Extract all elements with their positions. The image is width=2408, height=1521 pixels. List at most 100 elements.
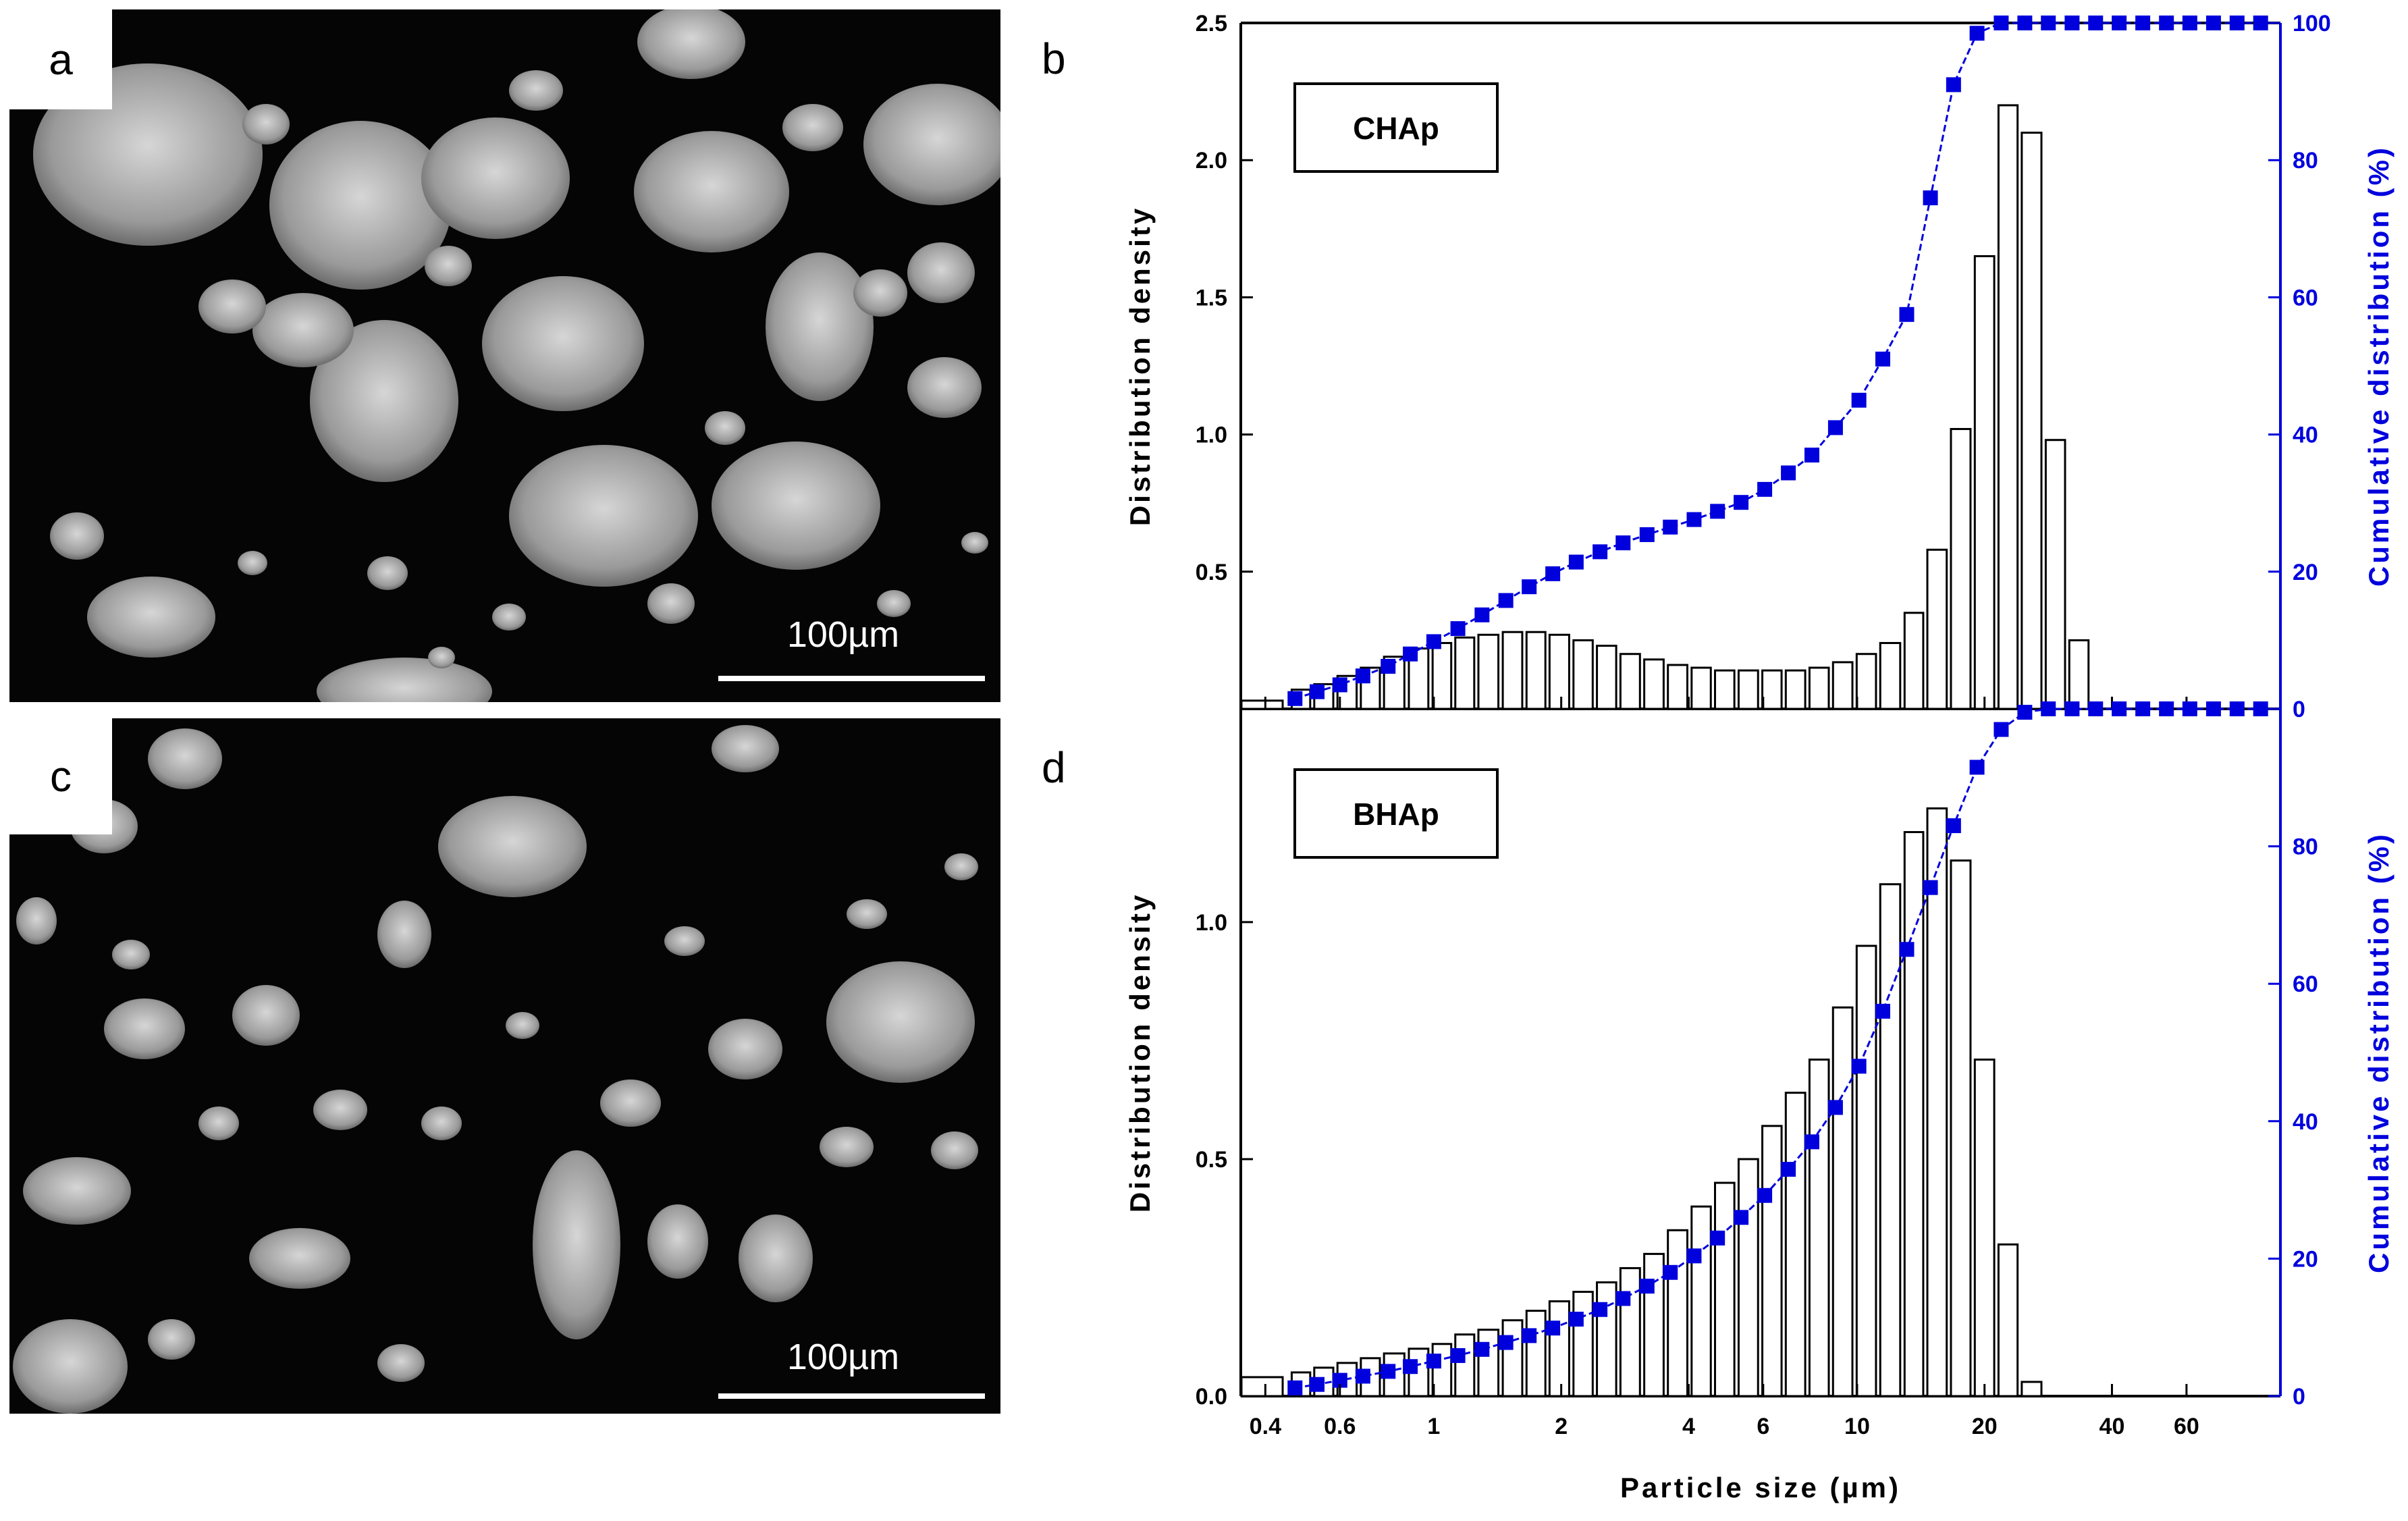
y-right-tick-label: 0: [2293, 1384, 2305, 1410]
cumulative-marker: [2182, 16, 2197, 30]
y-tick-label: 0.0: [1196, 1384, 1227, 1410]
scale-bar-a: [718, 676, 985, 681]
density-bar: [1667, 664, 1688, 710]
density-bar: [1667, 1229, 1688, 1397]
cumulative-marker: [1450, 621, 1466, 637]
density-bar: [2044, 439, 2066, 710]
cumulative-marker: [1568, 554, 1584, 570]
density-bar: [1761, 669, 1783, 710]
density-bar: [2021, 1381, 2043, 1397]
x-tick-label: 40: [2099, 1414, 2125, 1439]
y-tick-label: 2.5: [1196, 11, 1227, 36]
cumulative-marker: [2112, 16, 2127, 30]
cumulative-marker: [1426, 1354, 1441, 1369]
cumulative-marker: [1946, 77, 1961, 92]
cumulative-marker: [2229, 701, 2245, 716]
cumulative-marker: [1710, 1230, 1725, 1246]
y-axis-label: Distribution density: [1124, 892, 1156, 1212]
cumulative-marker: [1994, 16, 2009, 30]
cumulative-marker: [1474, 607, 1490, 622]
cumulative-marker: [1734, 495, 1749, 510]
cumulative-marker: [2064, 701, 2080, 716]
y-tick-label: 0.5: [1196, 1147, 1227, 1173]
chart-b: 0.5 1.0 1.5 2.0 2.5 0 20 40 60 80 100 Distribution …: [1124, 11, 2394, 722]
cumulative-marker: [1309, 684, 1325, 699]
chart-d: 0.0 0.5 1.0 0 20 40 60 80 0.4 0.6 1 2 4 6 10 20 40 60 Dist…: [1124, 701, 2394, 1503]
density-bar: [1950, 859, 1972, 1397]
density-bar: [1240, 699, 1284, 710]
y-tick-label: 0.5: [1196, 560, 1227, 585]
y-right-tick-label: 40: [2293, 1109, 2318, 1135]
density-bar: [1761, 1125, 1783, 1397]
cumulative-marker: [1710, 504, 1725, 519]
cumulative-marker: [2205, 701, 2221, 716]
cumulative-marker: [1969, 26, 1985, 41]
density-bar: [1548, 1300, 1570, 1397]
cumulative-marker: [1332, 1372, 1347, 1388]
density-bar: [1596, 645, 1617, 710]
density-bar: [1784, 669, 1807, 710]
cumulative-marker: [2135, 16, 2151, 30]
cumulative-marker: [1403, 1359, 1418, 1375]
x-tick-label: 60: [2174, 1414, 2199, 1439]
cumulative-marker: [1545, 566, 1561, 581]
cumulative-marker: [2088, 16, 2104, 30]
density-bar: [1784, 1092, 1807, 1397]
cumulative-marker: [1686, 1248, 1702, 1264]
density-bar: [1431, 641, 1453, 710]
cumulative-marker: [1498, 1335, 1514, 1350]
density-bar: [1501, 1319, 1524, 1397]
x-tick-label: 4: [1682, 1414, 1695, 1439]
density-bar: [1855, 653, 1877, 710]
x-axis-label: Particle size (µm): [1620, 1472, 1901, 1503]
density-bar: [1501, 631, 1524, 710]
cumulative-marker: [1734, 1210, 1749, 1225]
cumulative-marker: [1287, 691, 1303, 706]
scale-label-c: 100µm: [786, 1337, 900, 1377]
density-bar: [1477, 1329, 1500, 1397]
cumulative-marker: [1568, 1311, 1584, 1327]
cumulative-marker: [1426, 634, 1441, 649]
density-bar: [1572, 639, 1594, 710]
density-bar: [1619, 1266, 1641, 1397]
density-bar: [1950, 427, 1972, 710]
cumulative-marker: [2112, 701, 2127, 716]
cumulative-marker: [2017, 705, 2033, 720]
cumulative-marker: [1593, 544, 1608, 560]
density-bar: [1737, 1158, 1759, 1397]
cumulative-marker: [1381, 1364, 1396, 1379]
cumulative-marker: [2017, 16, 2033, 30]
cumulative-marker: [2205, 16, 2221, 30]
density-bar: [1831, 661, 1854, 710]
density-bar: [1855, 944, 1877, 1397]
cumulative-marker: [1474, 1341, 1490, 1357]
cumulative-marker: [1615, 535, 1631, 551]
y-right-tick-label: 60: [2293, 285, 2318, 311]
cumulative-marker: [1875, 351, 1891, 367]
cumulative-marker: [1522, 579, 1537, 595]
x-tick-label: 0.4: [1250, 1414, 1281, 1439]
panel-letter-d: d: [1042, 743, 1066, 792]
cumulative-marker: [1403, 646, 1418, 662]
density-bar: [1643, 658, 1665, 710]
panel-letter-c: c: [9, 718, 112, 834]
y-tick-label: 1.0: [1196, 910, 1227, 936]
y-right-tick-label: 80: [2293, 834, 2318, 860]
density-bar: [1713, 1181, 1736, 1397]
cumulative-marker: [1545, 1320, 1561, 1336]
y-right-tick-label: 40: [2293, 423, 2318, 448]
cumulative-marker: [1851, 1059, 1867, 1074]
cumulative-marker: [1332, 677, 1347, 693]
y-right-tick-label: 0: [2293, 697, 2305, 722]
cumulative-marker: [1355, 668, 1370, 684]
y-right-axis-label: Cumulative distribution (%): [2363, 145, 2394, 587]
cumulative-marker: [2159, 16, 2174, 30]
density-bar: [1879, 641, 1902, 710]
density-bar: [1997, 1243, 2019, 1397]
cumulative-marker: [1994, 722, 2009, 737]
cumulative-marker: [2041, 701, 2056, 716]
density-bar: [1454, 1333, 1476, 1397]
density-bar: [2021, 132, 2043, 710]
density-bar: [1997, 104, 2019, 710]
cumulative-marker: [2253, 16, 2268, 30]
